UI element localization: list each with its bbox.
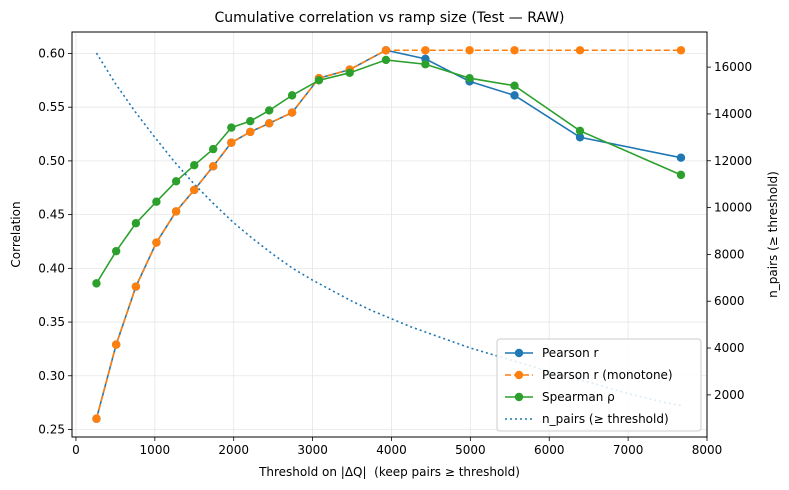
- x-tick-label: 8000: [692, 443, 723, 457]
- data-point: [111, 340, 121, 349]
- series-2: [92, 55, 686, 288]
- x-tick-label: 5000: [455, 443, 486, 457]
- data-point: [227, 123, 236, 132]
- legend-label: Pearson r (monotone): [542, 368, 673, 382]
- y2-tick-label: 16000: [714, 60, 752, 74]
- y2-tick-label: 14000: [714, 107, 752, 121]
- data-point: [208, 144, 218, 154]
- y2-tick-label: 4000: [714, 341, 745, 355]
- data-point: [171, 207, 181, 216]
- legend-swatch-marker: [514, 392, 524, 402]
- data-point: [510, 46, 519, 55]
- legend: Pearson r Pearson r (monotone) Spearman ρ n…: [496, 338, 702, 432]
- legend-label: n_pairs (≥ threshold): [542, 412, 669, 426]
- data-point: [465, 46, 474, 55]
- data-point: [152, 238, 161, 247]
- y-tick-label: 0.60: [38, 46, 65, 60]
- y2-tick-label: 6000: [714, 294, 745, 308]
- y-tick-label: 0.35: [38, 315, 65, 329]
- data-point: [314, 76, 324, 85]
- legend-swatch-marker: [514, 370, 524, 380]
- data-point: [92, 414, 101, 423]
- x-tick-label: 7000: [613, 443, 644, 457]
- data-point: [465, 73, 474, 83]
- data-point: [246, 116, 255, 126]
- data-point: [421, 46, 430, 55]
- x-tick-label: 4000: [376, 443, 407, 457]
- data-point: [190, 185, 199, 195]
- data-point: [287, 91, 297, 100]
- data-point: [676, 170, 686, 180]
- data-point: [265, 106, 274, 115]
- data-point: [190, 161, 199, 170]
- axes-layer: 0 1000 2000 3000 4000 5000 6000 7000 8000 0.25 0.3…: [38, 46, 752, 457]
- legend-label: Spearman ρ: [542, 390, 615, 404]
- y-axis-label: Correlation: [9, 201, 23, 267]
- data-point: [575, 126, 585, 136]
- plot-frame: [71, 31, 708, 438]
- x-axis-label: Threshold on |ΔQ| (keep pairs ≥ threshol…: [258, 465, 520, 479]
- y-tick-label: 0.25: [38, 422, 65, 436]
- data-point: [111, 246, 121, 256]
- data-point: [676, 46, 686, 55]
- data-point: [131, 282, 141, 291]
- y-tick-label: 0.45: [38, 208, 65, 222]
- data-point: [676, 153, 686, 162]
- legend-swatch-marker: [514, 348, 524, 358]
- x-tick-label: 2000: [218, 443, 249, 457]
- x-tick-label: 1000: [140, 443, 171, 457]
- legend-label: Pearson r: [542, 346, 598, 360]
- data-point: [510, 91, 519, 100]
- data-point: [265, 119, 274, 128]
- x-tick-label: 6000: [534, 443, 565, 457]
- data-point: [575, 46, 585, 55]
- data-point: [345, 68, 354, 78]
- chart-title: Cumulative correlation vs ramp size (Tes…: [214, 10, 564, 26]
- data-point: [131, 219, 141, 228]
- y2-tick-label: 8000: [714, 247, 745, 261]
- y2-tick-label: 2000: [714, 388, 745, 402]
- data-point: [92, 279, 101, 288]
- y2-tick-label: 12000: [714, 154, 752, 168]
- data-point: [171, 177, 181, 186]
- y-tick-label: 0.55: [38, 100, 65, 114]
- y2-tick-label: 10000: [714, 201, 752, 215]
- legend-box: [496, 338, 702, 432]
- y-tick-label: 0.30: [38, 369, 65, 383]
- data-point: [208, 162, 218, 171]
- data-point: [381, 46, 391, 55]
- y-tick-label: 0.50: [38, 154, 65, 168]
- data-point: [246, 127, 255, 137]
- x-tick-label: 3000: [297, 443, 328, 457]
- y2-axis-label: n_pairs (≥ threshold): [766, 171, 780, 298]
- data-point: [510, 81, 519, 90]
- data-point: [227, 138, 236, 147]
- x-tick-label: 0: [72, 443, 80, 457]
- y-tick-label: 0.40: [38, 261, 65, 275]
- data-point: [287, 108, 297, 117]
- data-point: [575, 133, 585, 142]
- data-point: [381, 55, 391, 65]
- data-point: [152, 197, 161, 206]
- data-point: [421, 60, 430, 69]
